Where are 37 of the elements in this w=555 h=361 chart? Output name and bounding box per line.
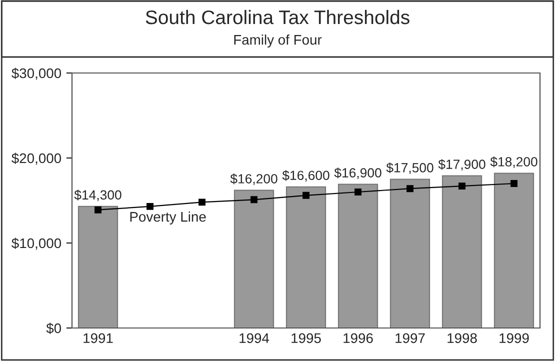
point <box>406 185 414 192</box>
x-tick-label: 1998 <box>448 333 477 344</box>
y-tick-label: $10,000 <box>12 238 62 250</box>
data-label: $18,200 <box>490 156 538 168</box>
data-label: $16,600 <box>282 170 330 182</box>
bar <box>338 184 378 328</box>
bar <box>494 172 534 328</box>
bar <box>442 175 482 328</box>
y-tick-label: $20,000 <box>12 152 62 165</box>
x-tick-label: 1994 <box>240 333 270 344</box>
point <box>250 196 258 204</box>
data-label: $17,500 <box>386 162 434 174</box>
y-tick-label: $0 <box>46 322 62 334</box>
data-label: $14,300 <box>74 190 122 202</box>
x-tick-label: 1999 <box>500 333 529 344</box>
x-tick-label: 1996 <box>344 333 373 344</box>
point <box>354 188 362 196</box>
bar <box>286 186 326 328</box>
y-tick-label: $30,000 <box>12 68 62 80</box>
data-label: $17,900 <box>438 159 486 171</box>
point <box>302 192 310 199</box>
x-tick-label: 1997 <box>396 333 425 344</box>
chart-title: South Carolina Tax Thresholds <box>146 10 410 24</box>
chart-subtitle: Family of Four <box>234 34 322 48</box>
point <box>94 206 102 214</box>
data-label: $16,200 <box>230 174 278 185</box>
point <box>146 202 154 210</box>
point <box>510 180 518 187</box>
point <box>458 182 466 190</box>
data-label: $16,900 <box>334 168 382 180</box>
bar <box>234 190 274 328</box>
series-label: Poverty Line <box>130 212 206 224</box>
point <box>198 198 206 206</box>
x-tick-label: 1995 <box>292 333 321 344</box>
x-tick-label: 1991 <box>84 333 113 344</box>
bar <box>78 206 118 328</box>
bar <box>390 178 430 328</box>
